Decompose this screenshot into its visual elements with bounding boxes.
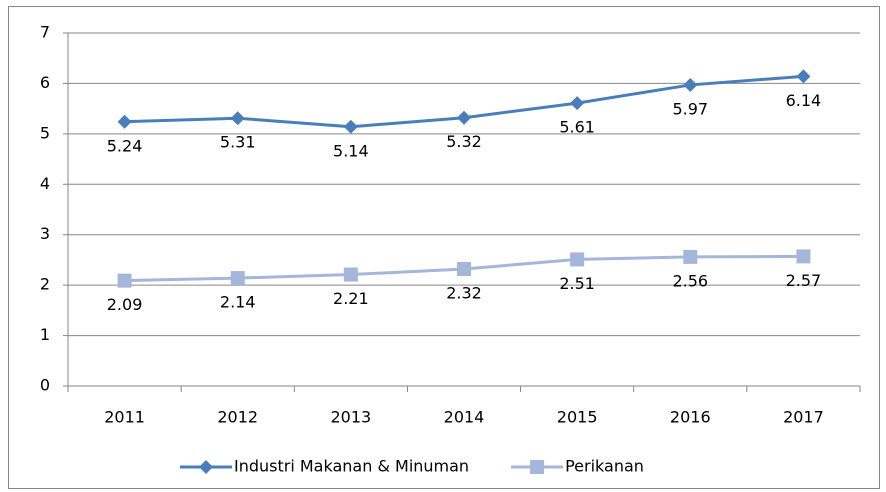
y-tick-label: 5 [40, 123, 50, 142]
data-point [570, 252, 585, 267]
x-tick-label: 2016 [670, 408, 711, 427]
x-tick-label: 2012 [217, 408, 258, 427]
data-point [230, 271, 245, 286]
data-point [683, 77, 698, 92]
data-point [457, 110, 471, 125]
data-label: 5.61 [559, 118, 595, 137]
data-point [230, 111, 245, 126]
data-label: 2.14 [220, 293, 256, 312]
y-tick-label: 2 [40, 275, 50, 294]
legend-item: Industri Makanan & Minuman [180, 457, 469, 476]
legend-item: Perikanan [511, 457, 644, 476]
data-point [457, 262, 471, 277]
y-tick-label: 4 [40, 174, 50, 193]
y-tick-label: 6 [40, 73, 50, 92]
data-label: 2.56 [672, 271, 708, 290]
x-tick-label: 2017 [783, 408, 824, 427]
data-label: 2.51 [559, 274, 595, 293]
chart-border [8, 6, 880, 489]
y-tick-label: 0 [40, 376, 50, 395]
data-point [570, 96, 585, 111]
data-point [343, 267, 358, 282]
data-point [683, 249, 698, 264]
y-tick-label: 1 [40, 325, 50, 344]
data-label: 2.32 [446, 284, 482, 303]
data-point [796, 249, 811, 264]
data-point [343, 119, 358, 134]
data-label: 2.21 [333, 289, 369, 308]
data-label: 6.14 [786, 91, 822, 110]
data-point [796, 69, 811, 84]
x-tick-label: 2014 [444, 408, 485, 427]
data-label: 2.09 [107, 295, 143, 314]
data-point [117, 114, 132, 129]
data-label: 5.31 [220, 133, 256, 152]
data-label: 5.14 [333, 141, 369, 160]
legend-marker [199, 460, 213, 474]
data-label: 2.57 [786, 271, 822, 290]
data-label: 5.97 [672, 99, 708, 118]
x-tick-label: 2013 [330, 408, 371, 427]
data-label: 5.32 [446, 132, 482, 151]
y-tick-label: 3 [40, 224, 50, 243]
legend-label: Perikanan [565, 457, 644, 476]
legend-marker [530, 460, 545, 474]
data-label: 5.24 [107, 136, 143, 155]
data-point [117, 273, 132, 288]
y-tick-label: 7 [40, 23, 50, 42]
legend-label: Industri Makanan & Minuman [234, 457, 469, 476]
x-tick-label: 2015 [557, 408, 598, 427]
x-tick-label: 2011 [104, 408, 145, 427]
